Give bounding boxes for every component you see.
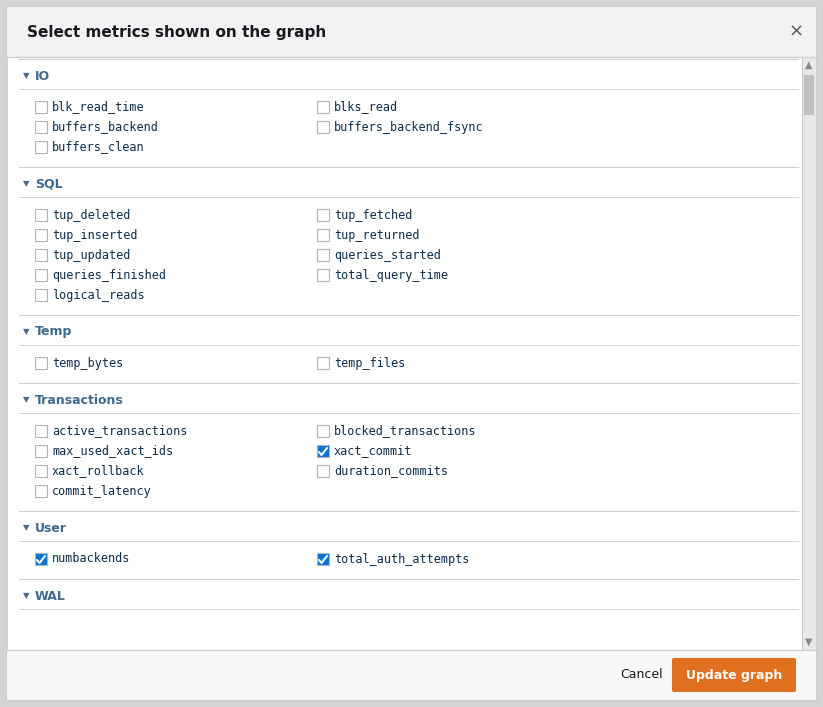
Text: temp_files: temp_files bbox=[334, 356, 405, 370]
Bar bbox=[35, 141, 47, 153]
Bar bbox=[35, 121, 47, 133]
Text: ▼: ▼ bbox=[23, 180, 30, 189]
Bar bbox=[35, 289, 47, 301]
Text: ▲: ▲ bbox=[805, 60, 813, 70]
Bar bbox=[7, 7, 816, 57]
Text: ▼: ▼ bbox=[23, 327, 30, 337]
Text: Cancel: Cancel bbox=[621, 669, 663, 682]
Text: tup_deleted: tup_deleted bbox=[52, 209, 130, 221]
Text: blks_read: blks_read bbox=[334, 100, 398, 114]
Bar bbox=[35, 249, 47, 261]
Bar bbox=[317, 553, 329, 565]
Bar bbox=[35, 101, 47, 113]
Bar bbox=[802, 57, 816, 650]
Text: tup_fetched: tup_fetched bbox=[334, 209, 412, 221]
FancyBboxPatch shape bbox=[672, 658, 796, 692]
Bar bbox=[35, 445, 47, 457]
Bar bbox=[35, 209, 47, 221]
Bar bbox=[35, 553, 47, 565]
Text: duration_commits: duration_commits bbox=[334, 464, 448, 477]
Text: xact_rollback: xact_rollback bbox=[52, 464, 145, 477]
Bar bbox=[35, 425, 47, 437]
Bar bbox=[317, 121, 329, 133]
Text: WAL: WAL bbox=[35, 590, 66, 602]
Bar bbox=[35, 485, 47, 497]
Bar bbox=[317, 101, 329, 113]
Text: ▼: ▼ bbox=[23, 71, 30, 81]
Text: temp_bytes: temp_bytes bbox=[52, 356, 123, 370]
Bar bbox=[317, 249, 329, 261]
Text: ▼: ▼ bbox=[805, 637, 813, 647]
Text: ▼: ▼ bbox=[23, 395, 30, 404]
Text: commit_latency: commit_latency bbox=[52, 484, 151, 498]
Bar bbox=[35, 269, 47, 281]
Text: Update graph: Update graph bbox=[686, 669, 782, 682]
Text: max_used_xact_ids: max_used_xact_ids bbox=[52, 445, 173, 457]
Text: blocked_transactions: blocked_transactions bbox=[334, 424, 477, 438]
Text: active_transactions: active_transactions bbox=[52, 424, 188, 438]
Text: Temp: Temp bbox=[35, 325, 72, 339]
Text: Select metrics shown on the graph: Select metrics shown on the graph bbox=[27, 25, 326, 40]
Text: numbackends: numbackends bbox=[52, 552, 130, 566]
Bar bbox=[804, 75, 814, 115]
Bar bbox=[317, 229, 329, 241]
Text: xact_commit: xact_commit bbox=[334, 445, 412, 457]
Text: total_auth_attempts: total_auth_attempts bbox=[334, 552, 469, 566]
Text: ▼: ▼ bbox=[23, 592, 30, 600]
Bar bbox=[317, 269, 329, 281]
Text: queries_started: queries_started bbox=[334, 248, 441, 262]
Bar bbox=[7, 650, 816, 700]
Text: buffers_backend_fsync: buffers_backend_fsync bbox=[334, 120, 484, 134]
Bar bbox=[35, 357, 47, 369]
Text: total_query_time: total_query_time bbox=[334, 269, 448, 281]
Text: buffers_backend: buffers_backend bbox=[52, 120, 159, 134]
Bar bbox=[317, 357, 329, 369]
Text: tup_updated: tup_updated bbox=[52, 248, 130, 262]
Text: User: User bbox=[35, 522, 67, 534]
Bar bbox=[317, 209, 329, 221]
Bar bbox=[35, 229, 47, 241]
Text: tup_inserted: tup_inserted bbox=[52, 228, 137, 242]
Text: IO: IO bbox=[35, 69, 50, 83]
Bar bbox=[317, 465, 329, 477]
Bar bbox=[317, 445, 329, 457]
Text: blk_read_time: blk_read_time bbox=[52, 100, 145, 114]
FancyBboxPatch shape bbox=[7, 7, 816, 700]
Text: queries_finished: queries_finished bbox=[52, 269, 166, 281]
Bar bbox=[317, 425, 329, 437]
Text: tup_returned: tup_returned bbox=[334, 228, 420, 242]
Text: ×: × bbox=[788, 23, 803, 41]
Text: buffers_clean: buffers_clean bbox=[52, 141, 145, 153]
Text: ▼: ▼ bbox=[23, 523, 30, 532]
Text: Transactions: Transactions bbox=[35, 394, 123, 407]
Text: SQL: SQL bbox=[35, 177, 63, 190]
Text: logical_reads: logical_reads bbox=[52, 288, 145, 301]
Bar bbox=[35, 465, 47, 477]
